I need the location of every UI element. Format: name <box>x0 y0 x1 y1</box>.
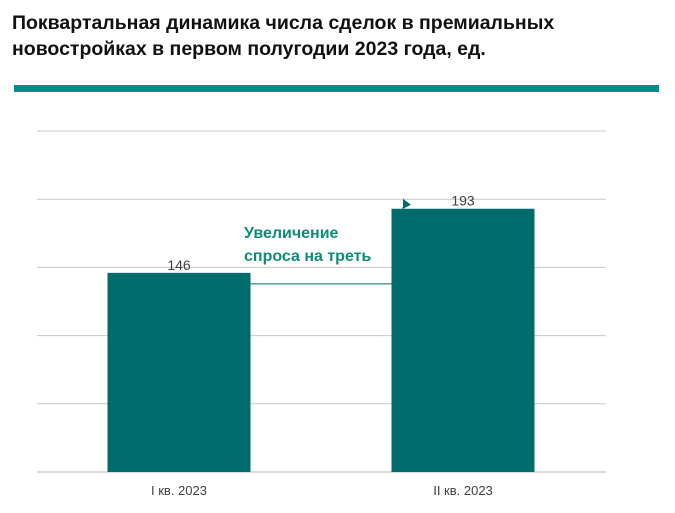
accent-rule <box>14 85 659 92</box>
connector-arrowhead <box>403 198 411 209</box>
bars <box>107 208 535 473</box>
bar-2 <box>391 208 535 473</box>
chart-title: Поквартальная динамика числа сделок в пр… <box>12 12 555 60</box>
data-label-2: 193 <box>451 193 475 209</box>
x-tick-label-1: I кв. 2023 <box>151 483 207 498</box>
growth-annotation: Увеличение спроса на треть <box>244 225 372 265</box>
data-label-1: 146 <box>167 257 191 273</box>
x-tick-label-2: II кв. 2023 <box>433 483 493 498</box>
data-labels: 146 193 <box>167 193 475 273</box>
x-tick-labels: I кв. 2023 II кв. 2023 <box>151 483 493 498</box>
bar-1 <box>107 272 251 472</box>
